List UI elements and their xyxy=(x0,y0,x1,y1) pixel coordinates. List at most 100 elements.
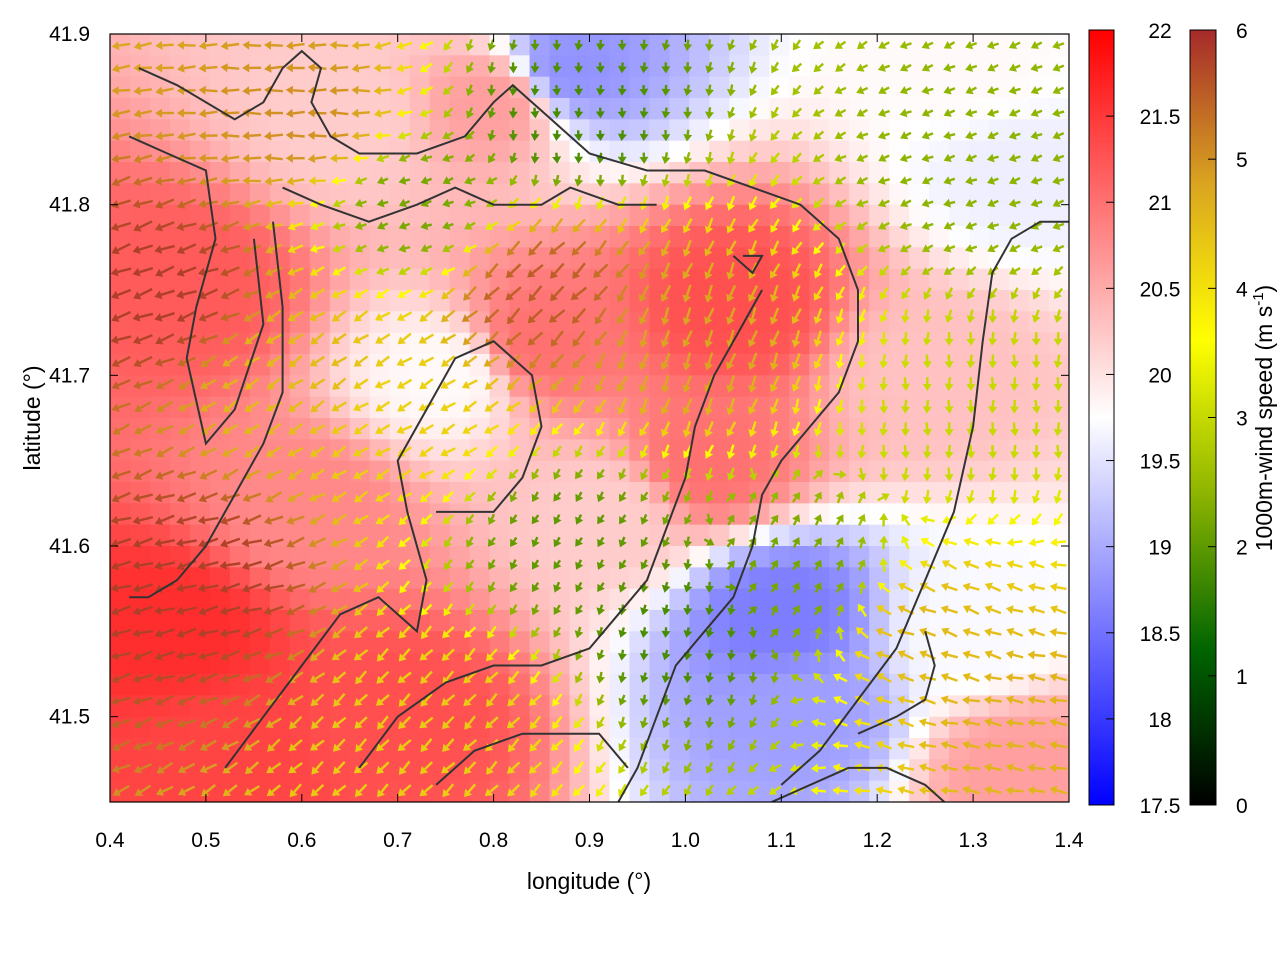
heat-cell xyxy=(130,418,151,440)
heat-cell xyxy=(470,55,491,77)
heat-cell xyxy=(869,546,890,568)
heat-cell xyxy=(130,482,151,504)
heat-cell xyxy=(350,695,371,717)
heat-cell xyxy=(909,98,930,120)
heat-cell xyxy=(629,717,650,739)
heat-cell xyxy=(570,226,591,248)
heat-cell xyxy=(330,77,351,99)
heat-cell xyxy=(330,759,351,781)
heat-cell xyxy=(649,269,670,291)
heat-cell xyxy=(829,98,850,120)
heat-cell xyxy=(909,738,930,760)
heat-cell xyxy=(510,183,531,205)
heat-cell xyxy=(410,77,431,99)
heat-cell xyxy=(430,695,451,717)
heat-cell xyxy=(949,290,970,312)
heat-cell xyxy=(210,610,231,632)
heat-cell xyxy=(270,247,291,269)
heat-cell xyxy=(1029,290,1050,312)
heat-cell xyxy=(1009,354,1030,376)
heat-cell xyxy=(609,269,630,291)
heat-cell xyxy=(629,77,650,99)
y-axis-label: latitude (°) xyxy=(19,365,45,470)
heat-cell xyxy=(1029,77,1050,99)
heat-cell xyxy=(1009,461,1030,483)
x-tick-label: 0.5 xyxy=(191,829,220,852)
heat-cell xyxy=(969,759,990,781)
heat-cell xyxy=(949,311,970,333)
heat-cell xyxy=(889,77,910,99)
heat-cell xyxy=(490,269,511,291)
heat-cell xyxy=(749,717,770,739)
heat-cell xyxy=(1009,439,1030,461)
heat-cell xyxy=(250,589,271,611)
heat-cell xyxy=(470,34,491,56)
heat-cell xyxy=(869,311,890,333)
heat-cell xyxy=(869,525,890,547)
heat-cell xyxy=(789,717,810,739)
heat-cell xyxy=(210,290,231,312)
heat-cell xyxy=(1029,98,1050,120)
heat-cell xyxy=(210,77,231,99)
wind-cb-tick-label: 3 xyxy=(1236,408,1248,431)
heat-cell xyxy=(969,610,990,632)
heat-cell xyxy=(929,439,950,461)
heat-cell xyxy=(130,77,151,99)
heat-cell xyxy=(729,269,750,291)
heat-cell xyxy=(709,589,730,611)
heat-cell xyxy=(170,589,191,611)
heat-cell xyxy=(490,482,511,504)
heat-cell xyxy=(629,695,650,717)
y-tick-label: 41.8 xyxy=(49,194,90,217)
heat-cell xyxy=(410,631,431,653)
heat-cell xyxy=(949,461,970,483)
heat-cell xyxy=(909,717,930,739)
heat-cell xyxy=(869,354,890,376)
heat-cell xyxy=(969,738,990,760)
heat-cell xyxy=(629,461,650,483)
heat-cell xyxy=(350,98,371,120)
heat-cell xyxy=(949,610,970,632)
heat-cell xyxy=(410,375,431,397)
heat-cell xyxy=(490,759,511,781)
x-tick-label: 1.0 xyxy=(671,829,700,852)
heat-cell xyxy=(270,439,291,461)
heat-cell xyxy=(689,717,710,739)
heat-cell xyxy=(450,290,471,312)
heat-cell xyxy=(849,546,870,568)
heat-cell xyxy=(929,418,950,440)
heat-cell xyxy=(1029,461,1050,483)
x-tick-label: 1.1 xyxy=(767,829,796,852)
temp-cb-tick-label: 21.5 xyxy=(1140,106,1181,129)
x-tick-label: 0.7 xyxy=(383,829,412,852)
heat-cell xyxy=(1009,333,1030,355)
heat-cell xyxy=(969,439,990,461)
temp-cb-tick-label: 18 xyxy=(1148,709,1171,732)
heat-cell xyxy=(430,589,451,611)
heat-cell xyxy=(570,375,591,397)
heat-cell xyxy=(929,354,950,376)
heat-cell xyxy=(1029,119,1050,141)
heat-cell xyxy=(510,695,531,717)
heat-cell xyxy=(769,418,790,440)
heat-cell xyxy=(649,397,670,419)
plot-area xyxy=(110,34,1070,803)
heat-cell xyxy=(410,205,431,227)
heat-cell xyxy=(350,119,371,141)
heat-cell xyxy=(330,631,351,653)
temp-cb-tick-label: 21 xyxy=(1148,192,1171,215)
heat-cell xyxy=(250,375,271,397)
heat-cell xyxy=(250,55,271,77)
y-tick-label: 41.7 xyxy=(49,364,90,387)
heat-cell xyxy=(130,290,151,312)
heat-cell xyxy=(629,610,650,632)
heat-cell xyxy=(550,567,571,589)
heat-cell xyxy=(789,738,810,760)
heat-cell xyxy=(869,98,890,120)
heat-cell xyxy=(1029,738,1050,760)
heat-cell xyxy=(1049,439,1070,461)
heat-cell xyxy=(330,461,351,483)
heat-cell xyxy=(470,290,491,312)
heat-cell xyxy=(110,77,131,99)
